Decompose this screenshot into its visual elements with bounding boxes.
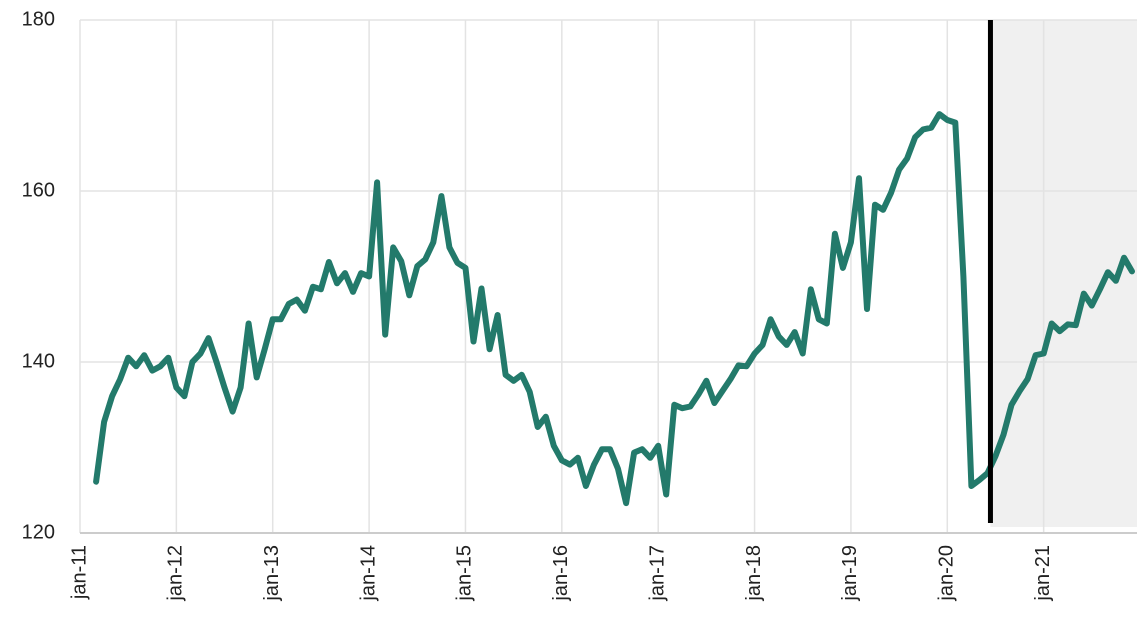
y-tick-label: 140 xyxy=(22,350,55,372)
y-tick-label: 120 xyxy=(22,521,55,543)
data-line xyxy=(93,111,1135,507)
x-tick-label: jan-11 xyxy=(68,545,90,600)
x-tick-label: jan-21 xyxy=(1032,545,1054,602)
x-tick-label: jan-15 xyxy=(454,545,476,602)
x-tick-label: jan-13 xyxy=(261,545,283,602)
y-tick-label: 160 xyxy=(22,179,55,201)
x-tick-label: jan-12 xyxy=(165,545,187,602)
x-tick-label: jan-20 xyxy=(936,545,958,602)
x-tick-label: jan-17 xyxy=(646,545,668,602)
x-tick-label: jan-14 xyxy=(357,545,379,602)
x-tick-label: jan-19 xyxy=(839,545,861,602)
x-tick-label: jan-16 xyxy=(550,545,572,602)
shaded-region xyxy=(990,20,1137,527)
y-tick-label: 180 xyxy=(22,8,55,30)
x-tick-label: jan-18 xyxy=(743,545,765,602)
